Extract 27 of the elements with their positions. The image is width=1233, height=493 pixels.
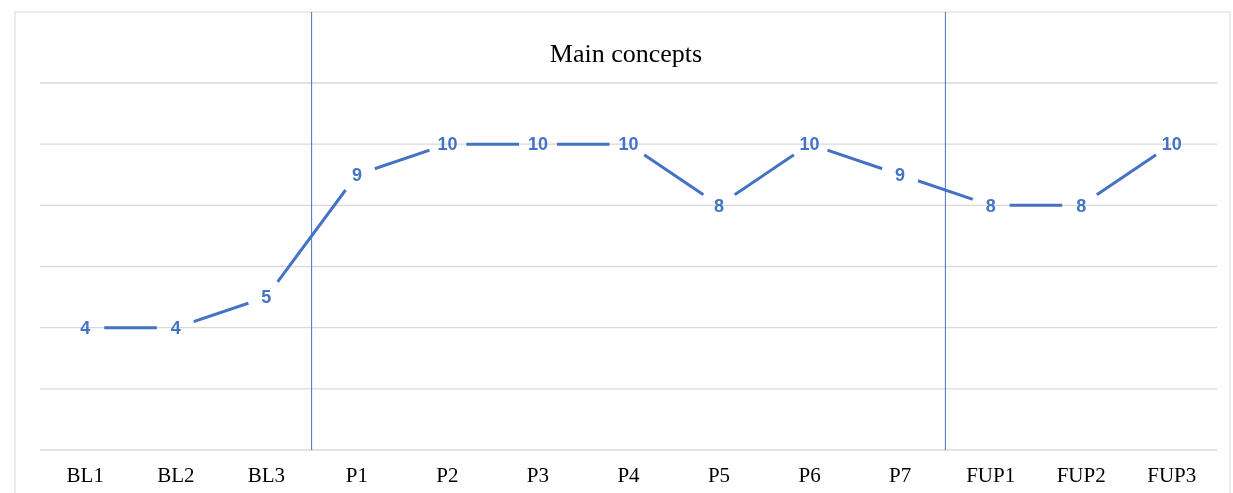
data-label: 10 — [437, 134, 458, 155]
x-tick-label: FUP3 — [1147, 463, 1197, 487]
data-label: 8 — [714, 195, 725, 216]
chart-title: Main concepts — [549, 39, 703, 68]
data-label: 9 — [895, 165, 906, 186]
x-tick-label: BL1 — [66, 463, 104, 487]
data-label: 10 — [1161, 134, 1182, 155]
x-tick-label: P3 — [526, 463, 550, 487]
x-tick-label: P2 — [436, 463, 459, 487]
data-label: 5 — [261, 287, 272, 308]
x-tick-label: FUP1 — [966, 463, 1016, 487]
data-label: 10 — [527, 134, 548, 155]
x-tick-label: P5 — [707, 463, 731, 487]
data-label: 9 — [351, 165, 362, 186]
x-tick-label: P1 — [345, 463, 368, 487]
data-label: 4 — [170, 317, 181, 338]
x-tick-label: BL3 — [247, 463, 286, 487]
data-label: 8 — [1076, 195, 1087, 216]
x-tick-label: P6 — [798, 463, 821, 487]
data-label: 10 — [618, 134, 639, 155]
x-tick-label: FUP2 — [1056, 463, 1106, 487]
data-label: 4 — [80, 317, 91, 338]
x-tick-label: P4 — [617, 463, 641, 487]
data-label: 10 — [799, 134, 820, 155]
data-label: 8 — [985, 195, 996, 216]
x-tick-label: BL2 — [157, 463, 195, 487]
x-tick-label: P7 — [889, 463, 912, 487]
